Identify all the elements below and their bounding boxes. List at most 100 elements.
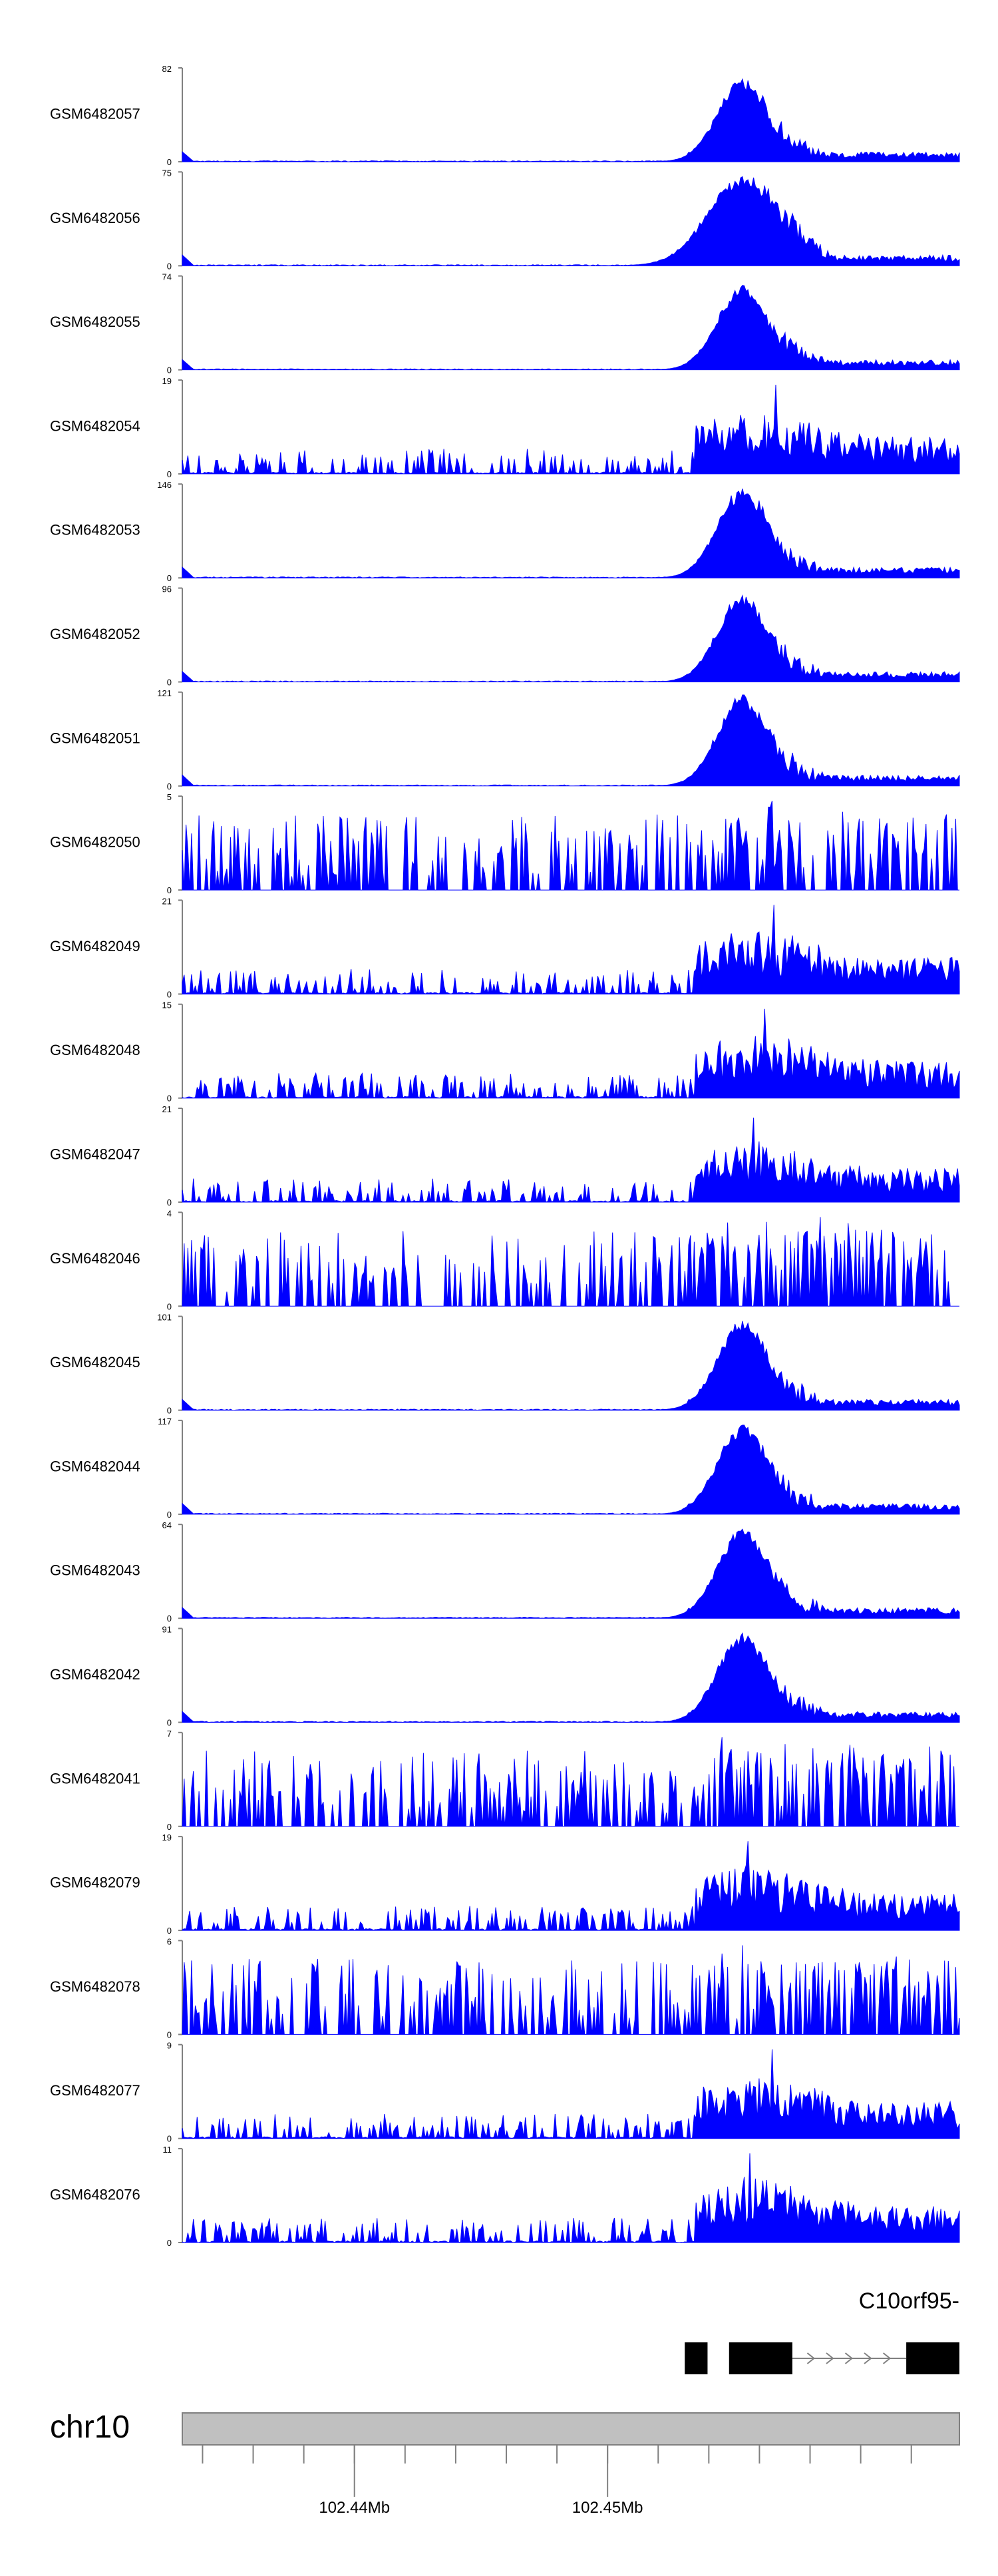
track-ymin-label: 0 — [167, 1406, 172, 1416]
coverage-area — [182, 801, 959, 891]
track-ymin-label: 0 — [167, 989, 172, 999]
track-GSM6482049: GSM6482049 21 0 — [50, 896, 960, 999]
track-GSM6482051: GSM6482051 121 0 — [50, 688, 960, 791]
coverage-area — [182, 384, 960, 475]
track-ymax-label: 82 — [162, 64, 172, 74]
track-GSM6482046: GSM6482046 4 0 — [50, 1208, 959, 1311]
track-GSM6482044: GSM6482044 117 0 — [50, 1416, 960, 1520]
gene-name: C10orf95- — [859, 2288, 959, 2314]
coverage-area — [182, 1424, 960, 1515]
track-ymin-label: 0 — [167, 1926, 172, 1936]
track-ymin-label: 0 — [167, 1094, 172, 1104]
track-ymin-label: 0 — [167, 1510, 172, 1520]
track-ymax-label: 64 — [162, 1520, 172, 1530]
track-GSM6482052: GSM6482052 96 0 — [50, 584, 960, 688]
track-label: GSM6482054 — [50, 417, 140, 434]
track-GSM6482045: GSM6482045 101 0 — [50, 1313, 960, 1416]
track-ymin-label: 0 — [167, 1197, 172, 1207]
track-label: GSM6482047 — [50, 1146, 140, 1163]
track-GSM6482048: GSM6482048 15 0 — [50, 1000, 960, 1104]
track-ymax-label: 19 — [162, 1832, 172, 1842]
track-label: GSM6482043 — [50, 1562, 140, 1579]
track-ymin-label: 0 — [167, 1822, 172, 1832]
strand-arrow — [882, 2352, 892, 2364]
track-ymax-label: 4 — [167, 1208, 172, 1218]
track-GSM6482041: GSM6482041 7 0 — [50, 1729, 959, 1832]
track-ymax-label: 91 — [162, 1625, 172, 1635]
coverage-area — [182, 1118, 960, 1203]
coverage-area — [182, 905, 960, 995]
coverage-area — [182, 1321, 960, 1411]
track-ymax-label: 101 — [157, 1313, 172, 1323]
track-GSM6482076: GSM6482076 11 0 — [50, 2145, 960, 2248]
chromosome-label: chr10 — [50, 2410, 130, 2445]
track-ymax-label: 15 — [162, 1000, 172, 1010]
track-GSM6482054: GSM6482054 19 0 — [50, 376, 960, 479]
track-ymax-label: 121 — [157, 688, 172, 698]
track-label: GSM6482078 — [50, 1978, 140, 1995]
track-label: GSM6482076 — [50, 2187, 140, 2203]
track-ymin-label: 0 — [167, 885, 172, 895]
coverage-area — [182, 1217, 959, 1307]
coverage-area — [182, 594, 960, 683]
coverage-area — [182, 1945, 960, 2035]
track-label: GSM6482051 — [50, 730, 140, 746]
gene-model — [685, 2342, 959, 2374]
coverage-area — [182, 1008, 960, 1099]
track-label: GSM6482041 — [50, 1770, 140, 1787]
coverage-area — [182, 1528, 960, 1619]
track-ymin-label: 0 — [167, 1301, 172, 1311]
track-ymin-label: 0 — [167, 261, 172, 271]
track-ymax-label: 9 — [167, 2041, 172, 2051]
track-ymax-label: 5 — [167, 792, 172, 802]
track-GSM6482077: GSM6482077 9 0 — [50, 2041, 960, 2144]
coverage-area — [182, 489, 960, 578]
track-ymin-label: 0 — [167, 2030, 172, 2039]
coverage-area — [182, 78, 960, 162]
coverage-area — [182, 285, 960, 371]
track-GSM6482047: GSM6482047 21 0 — [50, 1104, 960, 1207]
track-ymax-label: 146 — [157, 480, 172, 490]
chromosome-bar — [182, 2412, 960, 2446]
gene-exon — [906, 2342, 959, 2374]
track-label: GSM6482050 — [50, 834, 140, 851]
track-ymin-label: 0 — [167, 469, 172, 479]
track-ymin-label: 0 — [167, 781, 172, 791]
track-label: GSM6482044 — [50, 1458, 140, 1474]
track-GSM6482043: GSM6482043 64 0 — [50, 1520, 960, 1623]
track-GSM6482079: GSM6482079 19 0 — [50, 1832, 960, 1936]
track-ymax-label: 6 — [167, 1936, 172, 1946]
gene-exon — [729, 2342, 792, 2374]
coverage-area — [182, 176, 960, 266]
track-ymax-label: 21 — [162, 896, 172, 906]
strand-arrow — [826, 2352, 834, 2364]
track-label: GSM6482053 — [50, 522, 140, 538]
track-ymax-label: 19 — [162, 376, 172, 386]
chromosome-ideogram: chr10 — [50, 2410, 960, 2446]
track-GSM6482042: GSM6482042 91 0 — [50, 1625, 960, 1728]
track-label: GSM6482042 — [50, 1666, 140, 1683]
strand-arrow — [806, 2352, 816, 2364]
track-ymin-label: 0 — [167, 678, 172, 688]
coverage-area — [182, 2049, 960, 2139]
track-ymax-label: 21 — [162, 1104, 172, 1114]
coverage-area — [182, 1632, 960, 1723]
track-ymax-label: 117 — [158, 1416, 172, 1426]
gene-annotation: C10orf95- — [685, 2288, 959, 2374]
coverage-area — [182, 1841, 960, 1932]
track-label: GSM6482052 — [50, 626, 140, 642]
track-ymax-label: 75 — [162, 168, 172, 178]
track-label: GSM6482055 — [50, 314, 140, 330]
track-label: GSM6482046 — [50, 1250, 140, 1267]
track-ymax-label: 74 — [162, 272, 172, 282]
track-label: GSM6482079 — [50, 1874, 140, 1891]
coverage-area — [182, 2153, 960, 2244]
track-label: GSM6482056 — [50, 210, 140, 226]
track-ymin-label: 0 — [167, 573, 172, 583]
coverage-tracks: GSM6482057820GSM6482056750GSM6482055740G… — [50, 64, 960, 2248]
strand-arrow — [844, 2352, 854, 2364]
track-ymax-label: 7 — [167, 1729, 172, 1739]
track-GSM6482078: GSM6482078 6 0 — [50, 1936, 960, 2039]
track-label: GSM6482045 — [50, 1354, 140, 1371]
